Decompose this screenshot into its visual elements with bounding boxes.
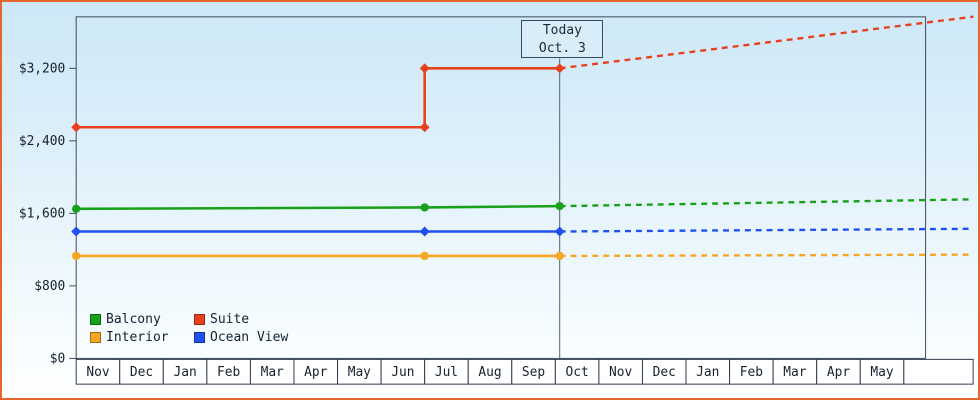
series-ocean-view-marker bbox=[419, 226, 430, 237]
series-interior-marker bbox=[555, 251, 564, 261]
y-tick-label: $0 bbox=[50, 351, 65, 366]
legend-swatch-suite bbox=[194, 314, 205, 325]
month-cell bbox=[293, 358, 339, 385]
series-balcony-marker bbox=[420, 203, 429, 212]
today-label-line1: Today bbox=[542, 23, 582, 38]
series-balcony-marker bbox=[555, 201, 564, 211]
y-tick-label: $1,600 bbox=[19, 206, 65, 221]
legend-swatch-interior bbox=[90, 332, 101, 343]
legend-item-balcony: Balcony bbox=[90, 312, 184, 327]
x-tick-label: Jul bbox=[435, 365, 458, 380]
series-suite-marker bbox=[419, 63, 430, 74]
series-interior-forecast-line bbox=[559, 253, 974, 258]
legend-label: Balcony bbox=[106, 312, 161, 327]
legend-swatch-balcony bbox=[90, 314, 101, 325]
x-tick-label: Jan bbox=[696, 365, 719, 380]
series-suite-forecast-line bbox=[559, 15, 974, 70]
series-balcony-line bbox=[74, 204, 561, 211]
month-cell bbox=[424, 358, 469, 385]
x-tick-label: Mar bbox=[783, 365, 806, 380]
today-label-box: Today Oct. 3 bbox=[521, 20, 604, 58]
x-tick-label: Dec bbox=[653, 365, 676, 380]
series-suite-marker bbox=[554, 63, 565, 74]
legend: Balcony Suite Interior Ocean View bbox=[90, 312, 288, 345]
legend-swatch-ocean-view bbox=[194, 332, 205, 343]
x-tick-label: Oct bbox=[566, 365, 589, 380]
month-cell bbox=[119, 358, 164, 385]
x-tick-label: Aug bbox=[478, 365, 501, 380]
month-cell bbox=[859, 358, 905, 385]
series-suite-marker bbox=[71, 122, 82, 133]
x-tick-label: Nov bbox=[609, 365, 632, 380]
legend-item-interior: Interior bbox=[90, 330, 184, 345]
legend-item-suite: Suite bbox=[194, 312, 288, 327]
x-tick-label: Dec bbox=[130, 365, 153, 380]
month-cell bbox=[337, 358, 382, 385]
month-cell bbox=[511, 358, 556, 385]
month-cell bbox=[467, 358, 513, 385]
legend-item-ocean-view: Ocean View bbox=[194, 330, 288, 345]
series-interior-marker bbox=[72, 251, 81, 261]
y-tick-label: $800 bbox=[34, 279, 65, 294]
month-cell bbox=[816, 358, 861, 385]
x-tick-label: Mar bbox=[261, 365, 284, 380]
y-tick-label: $3,200 bbox=[19, 61, 65, 76]
x-tick-label: Apr bbox=[827, 365, 850, 380]
legend-label: Ocean View bbox=[210, 330, 289, 345]
y-tick-label: $2,400 bbox=[19, 134, 65, 149]
x-tick-label: May bbox=[870, 365, 893, 380]
series-ocean-view-marker bbox=[554, 226, 565, 237]
legend-label: Suite bbox=[210, 312, 250, 327]
month-cell bbox=[772, 358, 818, 385]
x-tick-label: Feb bbox=[217, 365, 240, 380]
legend-label: Interior bbox=[106, 330, 169, 345]
series-interior-marker bbox=[420, 251, 429, 261]
month-cell-trailing bbox=[903, 358, 974, 385]
x-tick-label: Jun bbox=[391, 365, 414, 380]
x-tick-label: Feb bbox=[740, 365, 763, 380]
month-cell bbox=[685, 358, 731, 385]
series-ocean-view-forecast-line bbox=[559, 227, 974, 233]
x-tick-label: Jan bbox=[173, 365, 196, 380]
month-cell bbox=[729, 358, 774, 385]
series-balcony-marker bbox=[72, 204, 81, 213]
series-suite-marker bbox=[419, 122, 430, 133]
today-label-line2: Oct. 3 bbox=[538, 41, 586, 56]
month-cell bbox=[206, 358, 251, 385]
series-balcony-forecast-line bbox=[559, 198, 974, 208]
series-ocean-view-marker bbox=[71, 226, 82, 237]
month-cell bbox=[598, 358, 643, 385]
series-suite-line bbox=[74, 67, 561, 129]
x-tick-label: Sep bbox=[522, 365, 545, 380]
x-tick-label: Apr bbox=[304, 365, 327, 380]
plot-border bbox=[75, 16, 927, 359]
x-tick-label: May bbox=[348, 365, 371, 380]
x-tick-label: Nov bbox=[86, 365, 109, 380]
